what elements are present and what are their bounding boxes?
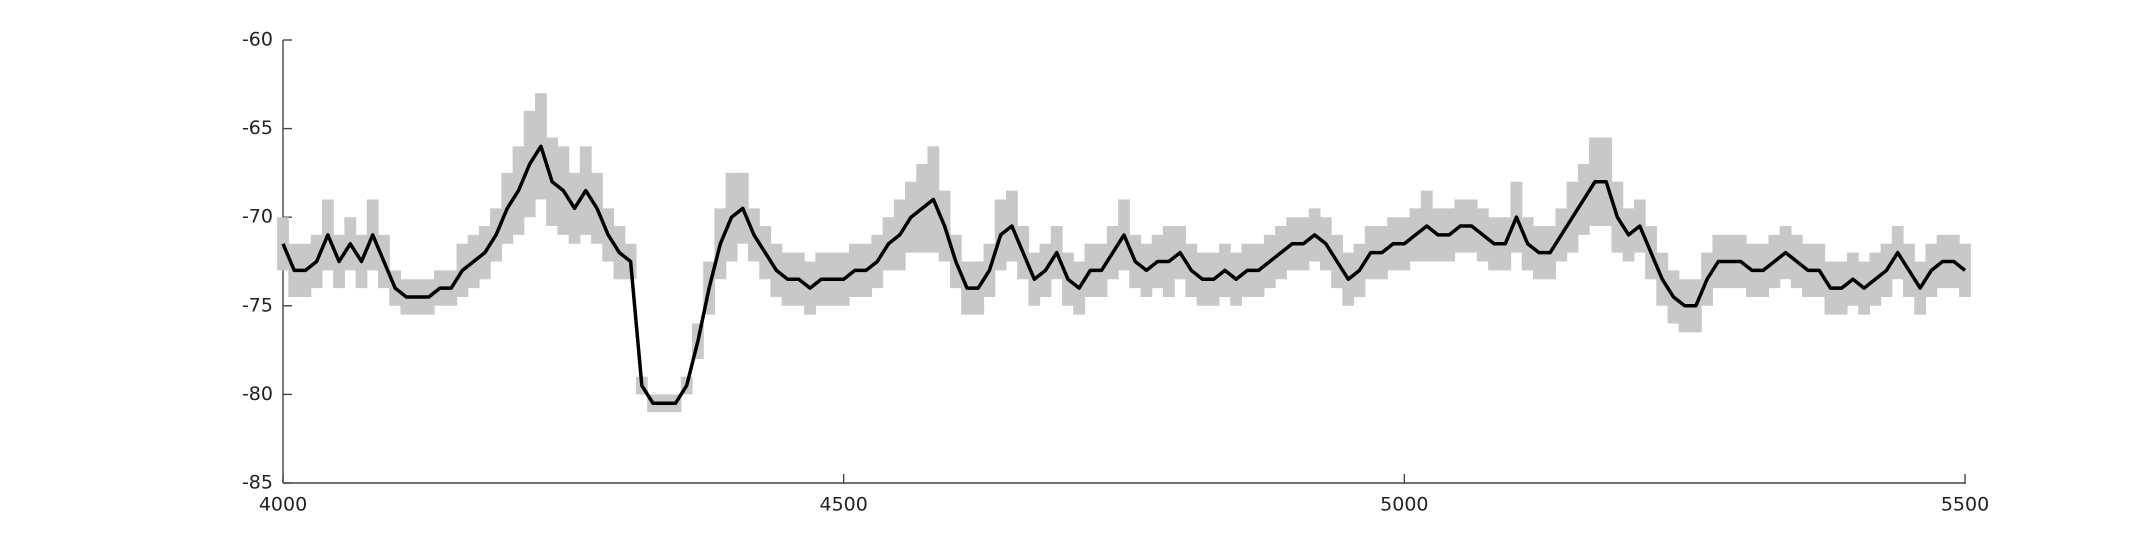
y-tick-label: -75 bbox=[242, 294, 273, 316]
y-tick-label: -80 bbox=[242, 383, 273, 405]
y-tick-label: -85 bbox=[242, 472, 273, 494]
x-tick-label: 4000 bbox=[259, 494, 307, 516]
x-tick-label: 5000 bbox=[1380, 494, 1428, 516]
series-line bbox=[281, 144, 1967, 406]
y-tick-label: -70 bbox=[242, 206, 273, 228]
x-tick-label: 5500 bbox=[1941, 494, 1989, 516]
x-tick-label: 4500 bbox=[819, 494, 867, 516]
y-tick-label: -60 bbox=[242, 29, 273, 51]
y-tick-label: -65 bbox=[242, 117, 273, 139]
